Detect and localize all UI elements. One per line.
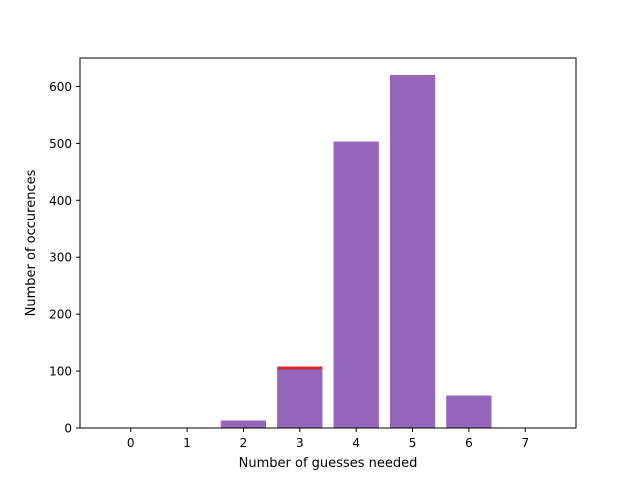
x-tick-label: 1 [183, 436, 191, 450]
bar-series1-2 [220, 420, 266, 428]
y-axis-ticks: 0 100 200 300 400 500 600 [49, 80, 80, 436]
y-tick-label: 600 [49, 80, 72, 94]
bar-series1-5 [390, 75, 436, 428]
y-axis-label: Number of occurences [24, 169, 39, 316]
bar-series1-6 [446, 395, 492, 428]
y-tick-label: 500 [49, 137, 72, 151]
x-tick-label: 3 [296, 436, 304, 450]
x-tick-label: 6 [465, 436, 473, 450]
bar-series1-4 [333, 141, 379, 428]
x-axis-label: Number of guesses needed [239, 456, 418, 471]
x-tick-label: 0 [127, 436, 135, 450]
plot-area [80, 58, 576, 428]
y-tick-label: 300 [49, 251, 72, 265]
x-tick-label: 7 [521, 436, 529, 450]
y-tick-label: 0 [64, 422, 72, 436]
plot-frame [79, 57, 577, 429]
x-tick-label: 5 [409, 436, 417, 450]
y-tick-label: 200 [49, 308, 72, 322]
y-tick-label: 100 [49, 365, 72, 379]
bar-series1-3 [277, 369, 323, 428]
y-tick-label: 400 [49, 194, 72, 208]
bars-group [220, 75, 492, 428]
x-tick-label: 2 [240, 436, 248, 450]
x-axis-ticks: 0 1 2 3 4 5 6 7 [127, 428, 529, 450]
x-tick-label: 4 [352, 436, 360, 450]
